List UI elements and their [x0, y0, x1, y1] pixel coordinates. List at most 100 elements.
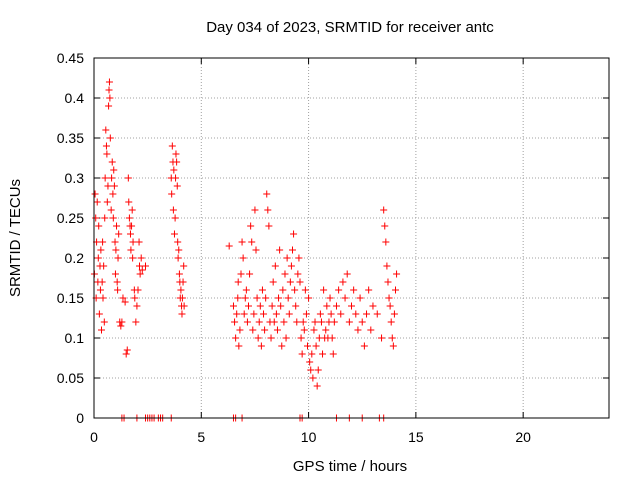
- data-points: [90, 78, 401, 422]
- data-point: [391, 286, 399, 294]
- data-point: [263, 190, 271, 198]
- x-tick-label: 15: [408, 429, 424, 445]
- data-point: [125, 214, 133, 222]
- data-point: [393, 270, 401, 278]
- data-point: [284, 294, 292, 302]
- data-point: [98, 278, 106, 286]
- data-point: [92, 214, 100, 222]
- data-point: [295, 254, 303, 262]
- data-point: [264, 206, 272, 214]
- data-point: [111, 238, 119, 246]
- data-point: [110, 166, 118, 174]
- data-point: [252, 246, 260, 254]
- data-point: [174, 254, 182, 262]
- data-point: [301, 286, 309, 294]
- data-point: [249, 326, 257, 334]
- data-point: [310, 326, 318, 334]
- y-tick-label: 0.05: [57, 370, 84, 386]
- data-point: [102, 142, 110, 150]
- data-point: [283, 254, 291, 262]
- data-point: [174, 238, 182, 246]
- data-point: [305, 294, 313, 302]
- data-point: [328, 334, 336, 342]
- data-point: [308, 350, 316, 358]
- y-tick-label: 0.3: [65, 170, 85, 186]
- data-point: [101, 214, 109, 222]
- data-point: [390, 310, 398, 318]
- data-point: [312, 342, 320, 350]
- data-point: [326, 294, 334, 302]
- x-axis: 0 5 10 15 20: [90, 58, 531, 445]
- data-point: [350, 286, 358, 294]
- data-point: [298, 350, 306, 358]
- data-point: [256, 302, 264, 310]
- x-tick-label: 0: [90, 429, 98, 445]
- data-point: [384, 278, 392, 286]
- data-point: [91, 190, 99, 198]
- data-point: [168, 142, 176, 150]
- data-point: [172, 150, 180, 158]
- data-point: [135, 238, 143, 246]
- data-point: [241, 294, 249, 302]
- y-tick-label: 0: [76, 410, 84, 426]
- data-point: [360, 342, 368, 350]
- data-point: [172, 174, 180, 182]
- data-point: [114, 254, 122, 262]
- plot-frame: [93, 57, 610, 419]
- data-point: [265, 222, 273, 230]
- data-point: [352, 310, 360, 318]
- data-point: [175, 246, 183, 254]
- data-point: [137, 254, 145, 262]
- y-tick-label: 0.15: [57, 290, 84, 306]
- data-point: [363, 310, 371, 318]
- data-point: [354, 326, 362, 334]
- data-point: [239, 254, 247, 262]
- data-point: [306, 358, 314, 366]
- data-point: [307, 366, 315, 374]
- data-point: [270, 318, 278, 326]
- data-point: [316, 310, 324, 318]
- data-point: [109, 190, 117, 198]
- data-point: [280, 318, 288, 326]
- data-point: [100, 318, 108, 326]
- data-point: [169, 206, 177, 214]
- data-point: [100, 262, 108, 270]
- data-point: [293, 318, 301, 326]
- data-point: [113, 278, 121, 286]
- data-point: [292, 302, 300, 310]
- data-point: [273, 326, 281, 334]
- y-axis-label: SRMTID / TECUs: [7, 179, 24, 297]
- data-point: [246, 270, 254, 278]
- data-point: [134, 286, 142, 294]
- data-point: [178, 294, 186, 302]
- data-point: [138, 266, 146, 274]
- data-point: [133, 302, 141, 310]
- data-point: [369, 302, 377, 310]
- data-point: [105, 78, 113, 86]
- data-point: [173, 158, 181, 166]
- data-point: [243, 318, 251, 326]
- data-point: [94, 254, 102, 262]
- data-point: [388, 334, 396, 342]
- data-point: [314, 366, 322, 374]
- data-point: [275, 294, 283, 302]
- data-point: [329, 350, 337, 358]
- data-point: [269, 278, 277, 286]
- data-point: [345, 318, 353, 326]
- data-point: [99, 238, 107, 246]
- data-point: [104, 182, 112, 190]
- data-point: [386, 302, 394, 310]
- data-point: [232, 334, 240, 342]
- data-point: [129, 254, 137, 262]
- data-point: [128, 222, 136, 230]
- data-point: [114, 286, 122, 294]
- data-point: [261, 326, 269, 334]
- data-point: [309, 374, 317, 382]
- data-point: [304, 342, 312, 350]
- data-point: [341, 294, 349, 302]
- data-point: [339, 278, 347, 286]
- data-point: [102, 126, 110, 134]
- data-point: [245, 302, 252, 310]
- data-point: [267, 334, 275, 342]
- data-point: [381, 222, 389, 230]
